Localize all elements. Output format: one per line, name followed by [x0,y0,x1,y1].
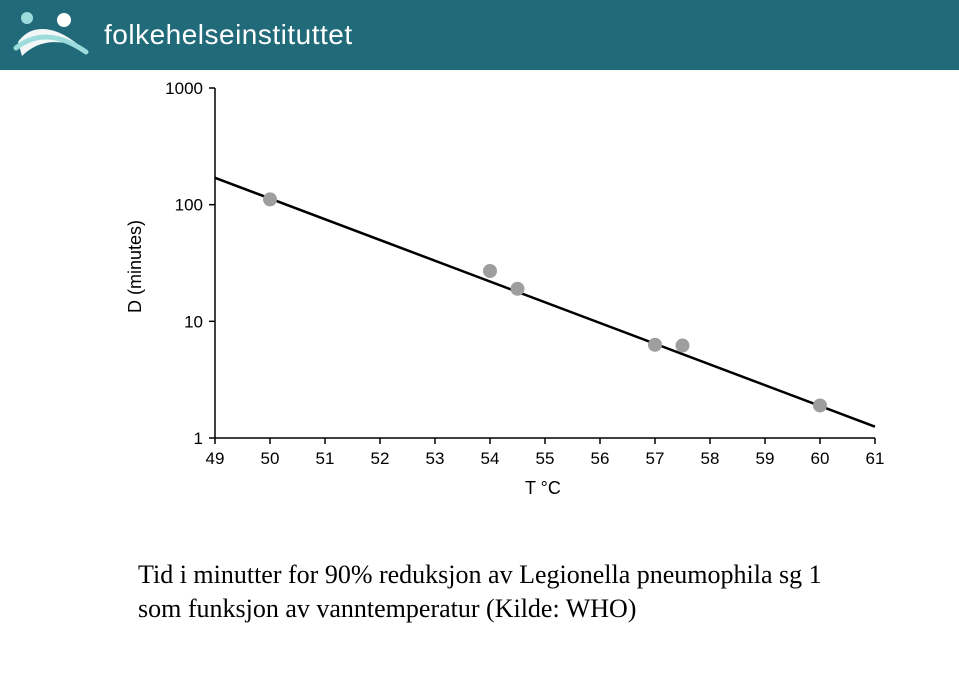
x-tick-label: 61 [866,449,885,468]
data-point [648,338,662,352]
figure-caption: Tid i minutter for 90% reduksjon av Legi… [138,558,822,626]
chart-panel: 1 10 100 1000 49 50 51 52 53 54 55 56 57 58 59 60 61 D (… [50,76,890,508]
brand-logo: folkehelseinstituttet [12,8,353,62]
x-tick-label: 60 [811,449,830,468]
data-point [483,264,497,278]
x-tick-label: 49 [206,449,225,468]
data-point [263,192,277,206]
x-tick-label: 55 [536,449,555,468]
x-tick-label: 50 [261,449,280,468]
caption-line-2: som funksjon av vanntemperatur (Kilde: W… [138,594,636,623]
y-tick-label: 1 [194,429,203,448]
logo-mark-icon [12,8,90,62]
y-tick-label: 100 [175,196,203,215]
x-tick-label: 57 [646,449,665,468]
x-tick-label: 56 [591,449,610,468]
x-tick-label: 53 [426,449,445,468]
y-tick-label: 1000 [165,79,203,98]
x-tick-label: 54 [481,449,500,468]
x-tick-label: 52 [371,449,390,468]
data-point [511,282,525,296]
fit-line [215,178,875,427]
header-band: folkehelseinstituttet [0,0,959,70]
brand-name: folkehelseinstituttet [104,19,353,51]
x-tick-label: 51 [316,449,335,468]
y-tick-label: 10 [184,312,203,331]
x-axis-label: T °C [525,478,561,499]
y-axis-label: D (minutes) [125,220,146,313]
x-tick-label: 59 [756,449,775,468]
caption-line-1: Tid i minutter for 90% reduksjon av Legi… [138,560,822,589]
data-point [813,398,827,412]
chart-svg: 1 10 100 1000 49 50 51 52 53 54 55 56 57 58 59 60 61 [50,76,890,508]
data-point [676,339,690,353]
x-tick-label: 58 [701,449,720,468]
